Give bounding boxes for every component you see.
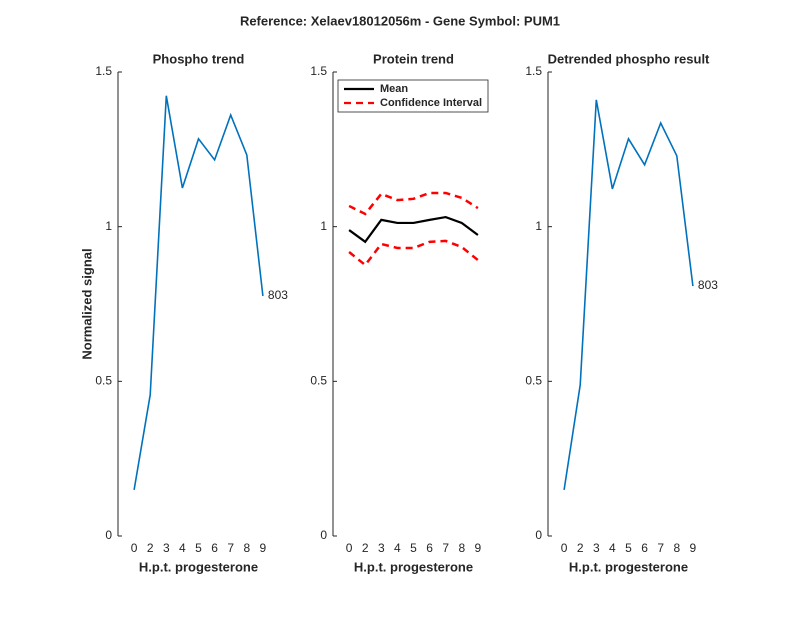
y-tick-label: 0.5 (310, 374, 327, 388)
data-line (563, 99, 694, 491)
x-tick-label: 8 (673, 541, 680, 555)
legend-box (337, 79, 489, 113)
x-tick-label: 0 (561, 541, 568, 555)
x-tick-label: 4 (609, 541, 616, 555)
y-tick-label: 0.5 (525, 374, 542, 388)
figure-title: Reference: Xelaev18012056m - Gene Symbol… (240, 13, 560, 28)
data-line (133, 95, 264, 491)
x-tick-label: 5 (625, 541, 632, 555)
y-tick-label: 1.5 (95, 64, 112, 78)
y-tick-label: 1 (535, 219, 542, 233)
x-tick-label: 7 (442, 541, 449, 555)
legend-label: Confidence Interval (380, 97, 482, 109)
x-tick-label: 6 (211, 541, 218, 555)
point-label: 803 (698, 278, 718, 292)
x-tick-label: 2 (147, 541, 154, 555)
x-tick-label: 6 (426, 541, 433, 555)
x-tick-label: 2 (577, 541, 584, 555)
x-axis-label: H.p.t. progesterone (569, 559, 688, 574)
y-tick-label: 0.5 (95, 374, 112, 388)
y-tick-label: 0 (105, 528, 112, 542)
x-tick-label: 7 (227, 541, 234, 555)
y-tick-label: 0 (320, 528, 327, 542)
y-tick-label: 1.5 (310, 64, 327, 78)
x-tick-label: 9 (475, 541, 482, 555)
x-tick-label: 2 (362, 541, 369, 555)
x-tick-label: 0 (346, 541, 353, 555)
point-label: 803 (268, 288, 288, 302)
x-tick-label: 5 (195, 541, 202, 555)
legend-label: Mean (380, 83, 408, 95)
x-tick-label: 3 (378, 541, 385, 555)
x-tick-label: 7 (657, 541, 664, 555)
x-tick-label: 9 (690, 541, 697, 555)
data-line (348, 215, 479, 244)
x-tick-label: 3 (593, 541, 600, 555)
x-tick-label: 8 (458, 541, 465, 555)
x-tick-label: 3 (163, 541, 170, 555)
x-tick-label: 9 (260, 541, 267, 555)
y-tick-label: 1 (105, 219, 112, 233)
y-tick-label: 1.5 (525, 64, 542, 78)
x-axis-label: H.p.t. progesterone (139, 559, 258, 574)
x-tick-label: 4 (179, 541, 186, 555)
subplot-title: Protein trend (373, 51, 454, 66)
x-tick-label: 4 (394, 541, 401, 555)
data-line (348, 191, 479, 216)
y-tick-label: 1 (320, 219, 327, 233)
x-tick-label: 0 (131, 541, 138, 555)
x-tick-label: 6 (641, 541, 648, 555)
subplot-title: Detrended phospho result (548, 51, 710, 66)
x-tick-label: 5 (410, 541, 417, 555)
subplot-title: Phospho trend (153, 51, 245, 66)
x-axis-label: H.p.t. progesterone (354, 559, 473, 574)
data-line (348, 239, 479, 267)
y-tick-label: 0 (535, 528, 542, 542)
x-tick-label: 8 (243, 541, 250, 555)
y-axis-label: Normalized signal (79, 248, 94, 359)
